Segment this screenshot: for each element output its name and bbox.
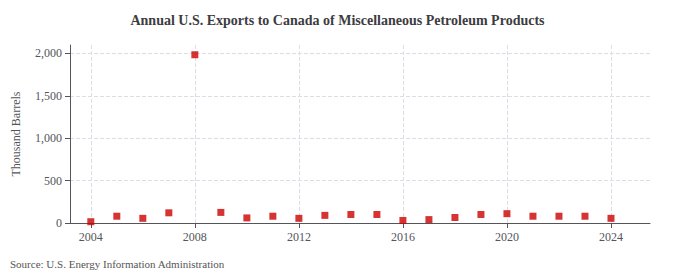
- svg-text:1,000: 1,000: [35, 131, 62, 145]
- svg-text:2,000: 2,000: [35, 46, 62, 60]
- svg-text:2004: 2004: [79, 230, 103, 244]
- svg-text:500: 500: [44, 174, 62, 188]
- svg-text:0: 0: [56, 216, 62, 230]
- svg-text:Thousand Barrels: Thousand Barrels: [9, 91, 23, 176]
- svg-text:2024: 2024: [599, 230, 623, 244]
- svg-text:2012: 2012: [287, 230, 311, 244]
- svg-text:2016: 2016: [391, 230, 415, 244]
- svg-text:2020: 2020: [495, 230, 519, 244]
- svg-text:1,500: 1,500: [35, 89, 62, 103]
- svg-text:Annual U.S. Exports to Canada: Annual U.S. Exports to Canada of Miscell…: [130, 13, 545, 28]
- svg-text:Source: U.S. Energy Informatio: Source: U.S. Energy Information Administ…: [10, 258, 225, 270]
- svg-text:2008: 2008: [183, 230, 207, 244]
